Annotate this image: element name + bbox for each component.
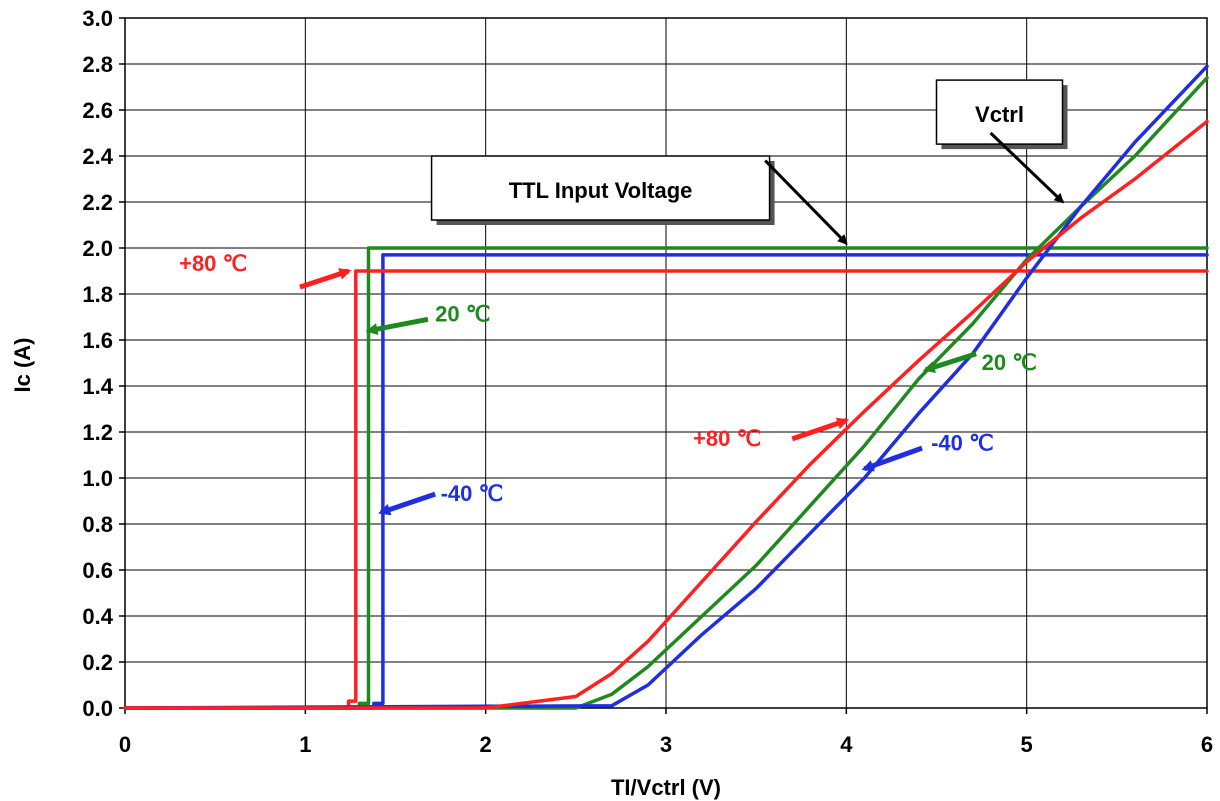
annotation-arrow-red-4 [791,417,850,442]
series-line-vctrl-red [123,119,1209,710]
annotation-green-3: 20 ℃ [982,350,1037,375]
y-tick-label-10: 2.0 [82,236,113,261]
x-tick-label-0: 0 [119,732,131,757]
annotation-arrow-blue-5 [861,445,923,472]
annotation-blue-5: -40 ℃ [931,430,994,455]
annotation-arrow-blue-2 [378,491,436,516]
callout-label-1: Vctrl [975,102,1024,127]
callout-boxes: TTL Input Voltage Vctrl [430,79,1068,245]
y-tick-label-0: 0.0 [82,696,113,721]
x-tick-label-6: 6 [1201,732,1213,757]
x-tick-label-1: 1 [299,732,311,757]
callout-arrow-0 [764,159,848,245]
y-tick-label-12: 2.4 [82,144,113,169]
annotation-arrow-red-0 [299,268,352,290]
y-tick-labels: 0.0 0.2 0.4 0.6 0.8 1.0 1.2 1.4 1.6 1.8 2.0 2.2 2.4 2… [82,6,113,721]
callout-label-0: TTL Input Voltage [509,178,693,203]
y-tick-label-3: 0.6 [82,558,113,583]
annotation-red-0: +80 ℃ [179,251,247,276]
callout-box-0 [430,155,771,221]
callout-box-1 [935,79,1064,145]
y-tick-label-2: 0.4 [82,604,113,629]
x-tick-label-2: 2 [480,732,492,757]
y-tick-label-13: 2.6 [82,98,113,123]
y-tick-label-4: 0.8 [82,512,113,537]
y-tick-label-8: 1.6 [82,328,113,353]
x-tick-label-5: 5 [1021,732,1033,757]
x-tick-label-3: 3 [660,732,672,757]
y-axis-title: Ic (A) [10,338,35,393]
series-lines [123,64,1209,710]
y-tick-label-11: 2.2 [82,190,113,215]
y-tick-label-15: 3.0 [82,6,113,31]
y-tick-label-1: 0.2 [82,650,113,675]
temperature-annotations: +80 ℃ 20 ℃ -40 ℃ 20 ℃ +80 ℃ -40 ℃ [179,251,1037,516]
x-axis-title: TI/Vctrl (V) [611,775,721,800]
y-tick-label-14: 2.8 [82,52,113,77]
annotation-arrow-green-3 [922,351,977,373]
y-tick-label-9: 1.8 [82,282,113,307]
annotation-green-1: 20 ℃ [435,302,490,327]
series-line-vctrl-blue [123,64,1209,710]
y-tick-label-6: 1.2 [82,420,113,445]
y-tick-label-5: 1.0 [82,466,113,491]
series-line-vctrl-green [123,76,1209,710]
axes [119,17,1208,714]
x-tick-labels: 0 1 2 3 4 5 6 [119,732,1213,757]
y-tick-label-7: 1.4 [82,374,113,399]
x-tick-label-4: 4 [840,732,853,757]
annotation-red-4: +80 ℃ [693,426,761,451]
annotation-blue-2: -40 ℃ [441,481,504,506]
annotation-arrow-green-1 [365,316,429,335]
callout-arrow-1 [989,131,1065,204]
